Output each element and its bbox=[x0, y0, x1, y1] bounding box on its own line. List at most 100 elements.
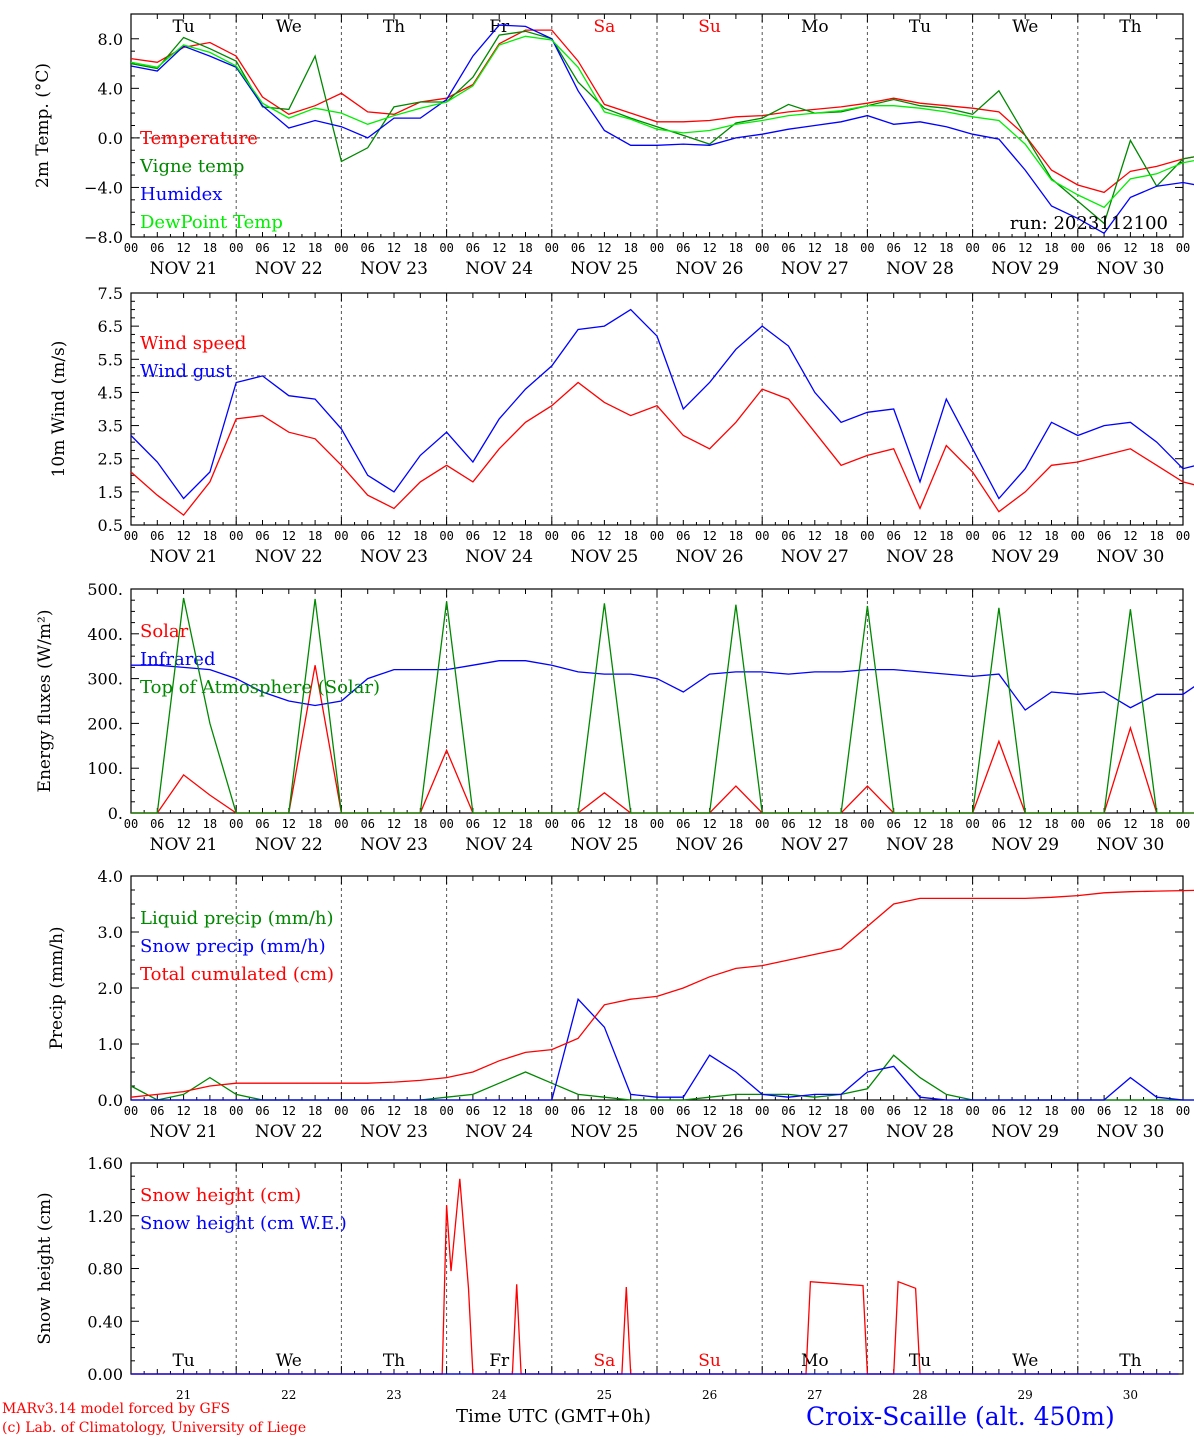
hour-tick-label: 06 bbox=[571, 529, 585, 543]
y-axis-label: Snow height (cm) bbox=[35, 1192, 55, 1344]
legend-entry: Top of Atmosphere (Solar) bbox=[140, 677, 380, 698]
date-label: NOV 27 bbox=[781, 835, 849, 855]
date-label: NOV 29 bbox=[991, 1122, 1059, 1142]
hour-tick-label: 18 bbox=[308, 817, 322, 831]
y-tick-label: 4.0 bbox=[98, 867, 123, 886]
date-label: NOV 24 bbox=[465, 835, 533, 855]
date-label: NOV 22 bbox=[255, 835, 323, 855]
date-label: NOV 23 bbox=[360, 1122, 428, 1142]
hour-tick-label: 12 bbox=[387, 241, 401, 255]
weekday-label: Th bbox=[1119, 1351, 1141, 1371]
hour-tick-label: 12 bbox=[1018, 1104, 1032, 1118]
series-line-red bbox=[130, 381, 1194, 517]
hour-tick-label: 18 bbox=[1044, 1104, 1058, 1118]
panel-frame-0 bbox=[130, 13, 1184, 238]
hour-tick-label: 00 bbox=[860, 817, 874, 831]
hour-tick-label: 12 bbox=[176, 529, 190, 543]
hour-tick-label: 12 bbox=[176, 817, 190, 831]
hour-tick-label: 12 bbox=[492, 529, 506, 543]
hour-tick-label: 00 bbox=[229, 241, 243, 255]
hour-tick-label: 00 bbox=[229, 817, 243, 831]
y-tick-label: 0.80 bbox=[87, 1260, 123, 1279]
weekday-label: We bbox=[276, 17, 302, 37]
hour-tick-label: 06 bbox=[676, 241, 690, 255]
hour-tick-label: 00 bbox=[1071, 241, 1085, 255]
date-label: NOV 23 bbox=[360, 547, 428, 567]
hour-tick-label: 00 bbox=[124, 241, 138, 255]
legend-entry: Humidex bbox=[140, 184, 222, 205]
y-tick-label: −4.0 bbox=[84, 178, 123, 197]
date-label: NOV 23 bbox=[360, 259, 428, 279]
hour-tick-label: 18 bbox=[413, 529, 427, 543]
hour-tick-label: 00 bbox=[124, 529, 138, 543]
y-axis-label: 10m Wind (m/s) bbox=[49, 341, 69, 478]
weekday-label: Fr bbox=[489, 17, 510, 37]
date-label: NOV 22 bbox=[255, 259, 323, 279]
date-label: NOV 29 bbox=[991, 835, 1059, 855]
hour-tick-label: 06 bbox=[886, 241, 900, 255]
hour-tick-label: 06 bbox=[255, 817, 269, 831]
date-label: NOV 28 bbox=[886, 547, 954, 567]
hour-tick-label: 00 bbox=[1071, 1104, 1085, 1118]
y-tick-label: 7.5 bbox=[98, 284, 123, 303]
date-label: NOV 29 bbox=[991, 547, 1059, 567]
hour-tick-label: 18 bbox=[623, 817, 637, 831]
hour-tick-label: 12 bbox=[597, 529, 611, 543]
hour-tick-label: 18 bbox=[308, 241, 322, 255]
hour-tick-label: 12 bbox=[492, 817, 506, 831]
date-label: NOV 24 bbox=[465, 1122, 533, 1142]
date-label: NOV 30 bbox=[1096, 259, 1164, 279]
day-number-label: 21 bbox=[176, 1388, 191, 1402]
hour-tick-label: 12 bbox=[702, 529, 716, 543]
date-label: NOV 25 bbox=[570, 259, 638, 279]
y-axis-label: 2m Temp. (°C) bbox=[33, 63, 53, 188]
hour-tick-label: 00 bbox=[650, 529, 664, 543]
hour-tick-label: 00 bbox=[1176, 241, 1190, 255]
hour-tick-label: 00 bbox=[229, 529, 243, 543]
y-tick-label: 0. bbox=[108, 804, 123, 823]
date-label: NOV 29 bbox=[991, 259, 1059, 279]
hour-tick-label: 18 bbox=[1149, 529, 1163, 543]
hour-tick-label: 00 bbox=[965, 1104, 979, 1118]
hour-tick-label: 12 bbox=[1123, 817, 1137, 831]
y-tick-label: 6.5 bbox=[98, 317, 123, 336]
hour-tick-label: 00 bbox=[334, 1104, 348, 1118]
day-number-label: 22 bbox=[281, 1388, 296, 1402]
series-line-blue bbox=[131, 997, 1194, 1101]
hour-tick-label: 06 bbox=[571, 817, 585, 831]
date-label: NOV 30 bbox=[1096, 835, 1164, 855]
date-label: NOV 26 bbox=[676, 259, 744, 279]
day-number-label: 26 bbox=[702, 1388, 717, 1402]
hour-tick-label: 18 bbox=[413, 1104, 427, 1118]
hour-tick-label: 12 bbox=[808, 1104, 822, 1118]
hour-tick-label: 00 bbox=[1071, 529, 1085, 543]
hour-tick-label: 18 bbox=[623, 241, 637, 255]
y-tick-label: 5.5 bbox=[98, 350, 123, 369]
day-number-label: 28 bbox=[912, 1388, 927, 1402]
hour-tick-label: 18 bbox=[834, 529, 848, 543]
series-line-blue bbox=[130, 308, 1194, 500]
weekday-label: Su bbox=[698, 17, 721, 37]
hour-tick-label: 00 bbox=[965, 241, 979, 255]
hour-tick-label: 18 bbox=[939, 241, 953, 255]
hour-tick-label: 18 bbox=[939, 817, 953, 831]
hour-tick-label: 12 bbox=[282, 1104, 296, 1118]
weekday-label: Mo bbox=[801, 17, 829, 37]
hour-tick-label: 12 bbox=[913, 529, 927, 543]
legend-entry: Solar bbox=[140, 621, 189, 642]
hour-tick-label: 00 bbox=[755, 529, 769, 543]
date-label: NOV 27 bbox=[781, 547, 849, 567]
hour-tick-label: 12 bbox=[282, 529, 296, 543]
hour-tick-label: 06 bbox=[1097, 1104, 1111, 1118]
hour-tick-label: 06 bbox=[886, 1104, 900, 1118]
hour-tick-label: 12 bbox=[913, 241, 927, 255]
date-label: NOV 21 bbox=[150, 835, 218, 855]
hour-tick-label: 06 bbox=[781, 241, 795, 255]
hour-tick-label: 12 bbox=[808, 529, 822, 543]
y-tick-label: 200. bbox=[87, 714, 123, 733]
legend-entry: Wind speed bbox=[140, 333, 246, 354]
hour-tick-label: 00 bbox=[965, 529, 979, 543]
date-label: NOV 25 bbox=[570, 547, 638, 567]
date-label: NOV 28 bbox=[886, 1122, 954, 1142]
